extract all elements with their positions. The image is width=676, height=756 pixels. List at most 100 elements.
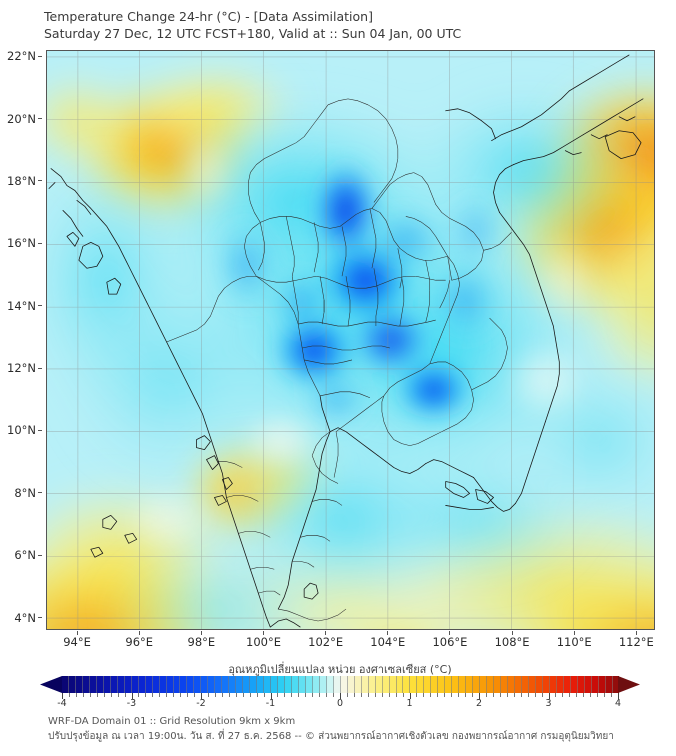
colorbar-under-cap [40,676,62,693]
chart-subtitle: Saturday 27 Dec, 12 UTC FCST+180, Valid … [44,26,462,41]
colorbar-band [117,676,125,693]
colorbar-tick [110,693,112,697]
y-axis-label: 20°N [7,111,36,126]
x-tick [635,631,637,635]
colorbar-band [521,676,529,693]
colorbar-band [152,676,160,693]
colorbar-gradient [40,676,640,693]
chart-title: Temperature Change 24-hr (°C) - [Data As… [44,9,373,24]
colorbar-tick [569,693,571,697]
colorbar-band [159,676,167,693]
colorbar-tick-label: -3 [126,698,137,709]
colorbar-tick [381,693,383,697]
colorbar-band [229,676,237,693]
y-tick [38,617,42,619]
colorbar-tick-label: 3 [545,698,552,709]
x-axis-label: 102°E [308,635,344,649]
colorbar-tick [409,693,411,699]
colorbar-band [508,676,515,693]
colorbar-tick [485,693,487,697]
colorbar-tick [353,693,355,697]
colorbar-band [312,676,320,693]
colorbar-tick [506,693,508,697]
colorbar-tick [75,693,77,697]
colorbar-tick [263,693,265,697]
footer-credit: ปรับปรุงข้อมูล ณ เวลา 19:00น. วัน ส. ที่… [48,731,614,742]
colorbar-tick [499,693,501,697]
x-tick [200,631,202,635]
colorbar-tick [388,693,390,697]
colorbar-band [396,676,404,693]
y-tick [38,118,42,120]
colorbar-band [264,676,272,693]
colorbar-band [89,676,97,693]
x-axis-label: 104°E [370,635,406,649]
colorbar-tick [520,693,522,697]
y-axis-label: 10°N [7,423,36,438]
colorbar-tick [305,693,307,697]
colorbar-tick [604,693,606,697]
colorbar-tick [62,693,63,699]
colorbar-band [257,676,265,693]
colorbar-band [431,676,439,693]
colorbar-tick [319,693,321,697]
colorbar-tick [82,693,84,697]
colorbar-band [319,676,327,693]
y-tick [38,242,42,244]
colorbar-tick [124,693,126,697]
colorbar-tick [117,693,119,697]
map-plot-area[interactable] [46,50,655,630]
colorbar-tick [173,693,175,697]
colorbar-band [445,676,453,693]
colorbar-tick [152,693,154,697]
colorbar-band [410,676,418,693]
y-axis-label: 4°N [14,610,36,625]
colorbar[interactable]: อุณหภูมิเปลี่ยนแปลง หน่วย องศาเซลเซียส (… [40,660,640,709]
colorbar-band [501,676,508,693]
x-tick [449,631,451,635]
colorbar-band [278,676,285,693]
colorbar-title: อุณหภูมิเปลี่ยนแปลง หน่วย องศาเซลเซียส (… [228,663,452,676]
colorbar-tick [145,693,147,697]
colorbar-band [173,676,181,693]
colorbar-tick [548,693,550,699]
colorbar-band [591,676,599,693]
colorbar-band [605,676,613,693]
colorbar-tick [249,693,251,697]
y-axis-label: 8°N [14,485,36,500]
colorbar-band [145,676,153,693]
colorbar-band [354,676,362,693]
colorbar-tick [235,693,237,697]
chart-title-block: Temperature Change 24-hr (°C) - [Data As… [44,8,644,42]
colorbar-tick [214,693,216,697]
colorbar-tick-label: -2 [196,698,206,709]
colorbar-tick [416,693,418,697]
colorbar-band [215,676,223,693]
colorbar-band [584,676,592,693]
colorbar-band [368,676,376,693]
colorbar-band [494,676,502,693]
x-tick [325,631,327,635]
x-axis-label: 112°E [618,635,654,649]
colorbar-band [361,676,369,693]
colorbar-band [459,676,467,693]
colorbar-tick [430,693,432,697]
colorbar-band [389,676,397,693]
y-axis-label: 18°N [7,173,36,188]
colorbar-band [180,676,188,693]
colorbar-tick [555,693,557,697]
colorbar-band [542,676,550,693]
colorbar-tick [159,693,161,697]
colorbar-band [403,676,411,693]
colorbar-band [417,676,425,693]
x-axis-label: 110°E [556,635,592,649]
colorbar-band [466,676,474,693]
colorbar-tick [395,693,397,697]
colorbar-tick [187,693,189,697]
colorbar-tick [402,693,404,697]
colorbar-tick [618,693,619,699]
colorbar-tick [194,693,196,697]
colorbar-band [577,676,585,693]
colorbar-band [563,676,571,693]
colorbar-band [375,676,383,693]
